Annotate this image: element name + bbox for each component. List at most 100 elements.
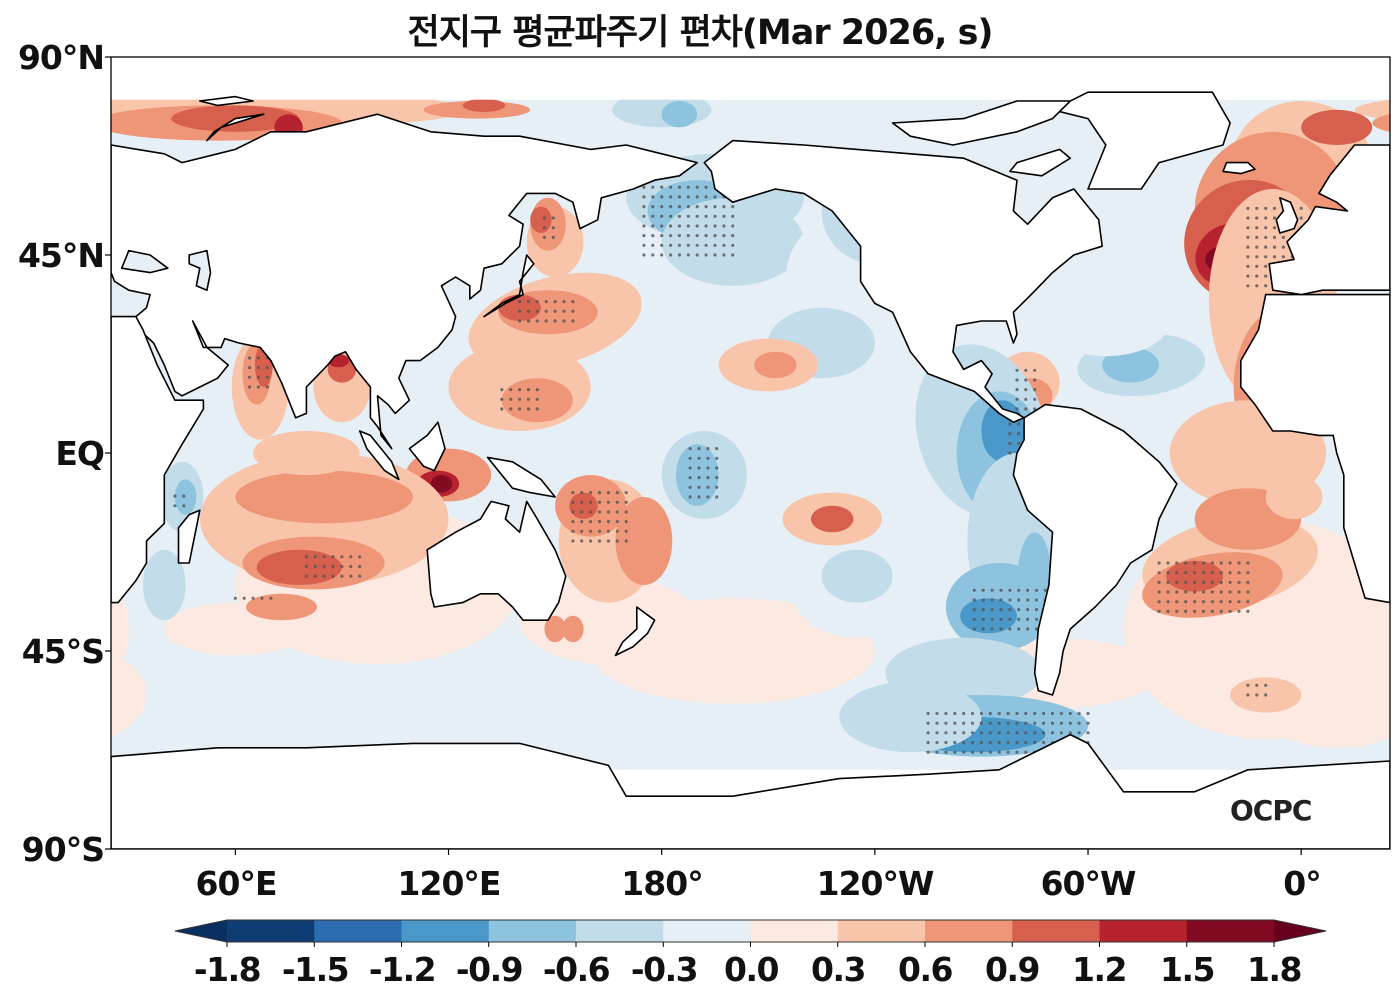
stipple-dot <box>526 388 531 392</box>
stipple-dot <box>1246 264 1250 268</box>
stipple-dot <box>1246 284 1250 288</box>
stipple-dot <box>1024 378 1028 382</box>
stipple-dot <box>722 214 726 218</box>
stipple-dot <box>695 205 699 209</box>
x-tick-label: 60°E <box>195 864 278 903</box>
stipple-dot <box>1193 561 1197 565</box>
stipple-dot <box>926 711 930 716</box>
stipple-dot <box>1034 588 1039 592</box>
stipple-dot <box>256 385 260 389</box>
stipple-dot <box>571 300 575 304</box>
stipple-dot <box>340 564 344 569</box>
stipple-dot <box>1228 600 1232 604</box>
stipple-dot <box>962 750 966 754</box>
stipple-dot <box>695 224 699 228</box>
stipple-dot <box>1228 571 1232 575</box>
stipple-dot <box>713 214 717 218</box>
anomaly-contour <box>821 549 893 603</box>
stipple-dot <box>304 555 308 559</box>
stipple-dot <box>704 243 708 247</box>
stipple-dot <box>677 185 682 189</box>
land-coastlines <box>111 91 1390 849</box>
stipple-dot <box>1272 226 1277 230</box>
anomaly-field <box>111 57 1390 770</box>
stipple-dot <box>688 447 692 451</box>
colorbar-tick-label: 0.0 <box>724 950 779 989</box>
stipple-dot <box>1184 590 1188 594</box>
stipple-dot <box>1219 571 1223 575</box>
stipple-dot <box>624 520 628 524</box>
stipple-dot <box>688 476 692 480</box>
stipple-dot <box>1272 206 1277 210</box>
madagascar-land <box>177 509 201 564</box>
stipple-dot <box>953 740 957 745</box>
anomaly-contour <box>1265 475 1323 519</box>
plot-area <box>111 57 1390 849</box>
anomaly-contour <box>675 444 719 506</box>
stipple-dot <box>697 476 701 480</box>
stipple-dot <box>988 740 992 745</box>
stipple-dot <box>340 555 344 559</box>
stipple-dot <box>1281 245 1285 249</box>
stipple-dot <box>615 539 619 543</box>
colorbar-segment <box>1012 920 1100 942</box>
stipple-dot <box>731 205 735 209</box>
stipple-dot <box>1281 235 1285 239</box>
stipple-dot <box>1059 721 1063 725</box>
stipple-dot <box>972 598 976 602</box>
stipple-dot <box>972 627 976 631</box>
anomaly-contour <box>960 598 1017 634</box>
colorbar-extend-under <box>175 920 227 942</box>
stipple-dot <box>706 485 710 489</box>
x-tick-label: 0° <box>1283 864 1321 903</box>
ocpc-logo-text: OCPC <box>1230 794 1312 827</box>
stipple-dot <box>651 253 655 257</box>
stipple-dot <box>677 224 682 228</box>
stipple-dot <box>706 476 710 480</box>
anomaly-contour <box>111 575 129 683</box>
stipple-dot <box>1024 731 1028 735</box>
stipple-dot <box>970 750 975 754</box>
stipple-dot <box>715 466 719 470</box>
stipple-dot <box>509 397 513 401</box>
stipple-dot <box>1193 600 1197 604</box>
stipple-dot <box>1264 226 1268 230</box>
stipple-dot <box>1024 397 1028 401</box>
stipple-dot <box>677 205 682 209</box>
anomaly-contour <box>1041 285 1170 357</box>
stipple-dot <box>248 375 252 379</box>
stipple-dot <box>935 750 939 754</box>
stipple-dot <box>1006 750 1010 754</box>
stipple-dot <box>173 504 177 508</box>
stipple-dot <box>624 510 628 514</box>
stipple-dot <box>1255 216 1259 220</box>
stipple-dot <box>1272 216 1277 220</box>
stipple-dot <box>1077 731 1081 735</box>
stipple-dot <box>1193 580 1197 585</box>
stipple-dot <box>706 447 710 451</box>
stipple-dot <box>509 388 513 392</box>
anomaly-contour <box>246 593 317 621</box>
stipple-dot <box>1210 590 1214 594</box>
stipple-dot <box>1026 588 1030 592</box>
colorbar-segment <box>1099 920 1188 942</box>
stipple-dot <box>997 750 1001 754</box>
y-tick-label: EQ <box>55 434 105 473</box>
stipple-dot <box>1024 388 1028 392</box>
stipple-dot <box>1033 397 1037 401</box>
stipple-dot <box>606 539 611 543</box>
stipple-dot <box>1175 609 1179 614</box>
stipple-dot <box>624 539 628 543</box>
stipple-dot <box>970 711 975 716</box>
stipple-dot <box>660 205 664 209</box>
stipple-dot <box>660 214 664 218</box>
stipple-dot <box>1201 600 1206 604</box>
colorbar-segment <box>1186 920 1275 942</box>
stipple-dot <box>248 366 252 370</box>
stipple-dot <box>642 243 646 247</box>
stipple-dot <box>1017 588 1021 592</box>
stipple-dot <box>669 195 673 199</box>
stipple-dot <box>544 300 548 304</box>
stipple-dot <box>970 721 975 725</box>
stipple-dot <box>1033 731 1037 735</box>
